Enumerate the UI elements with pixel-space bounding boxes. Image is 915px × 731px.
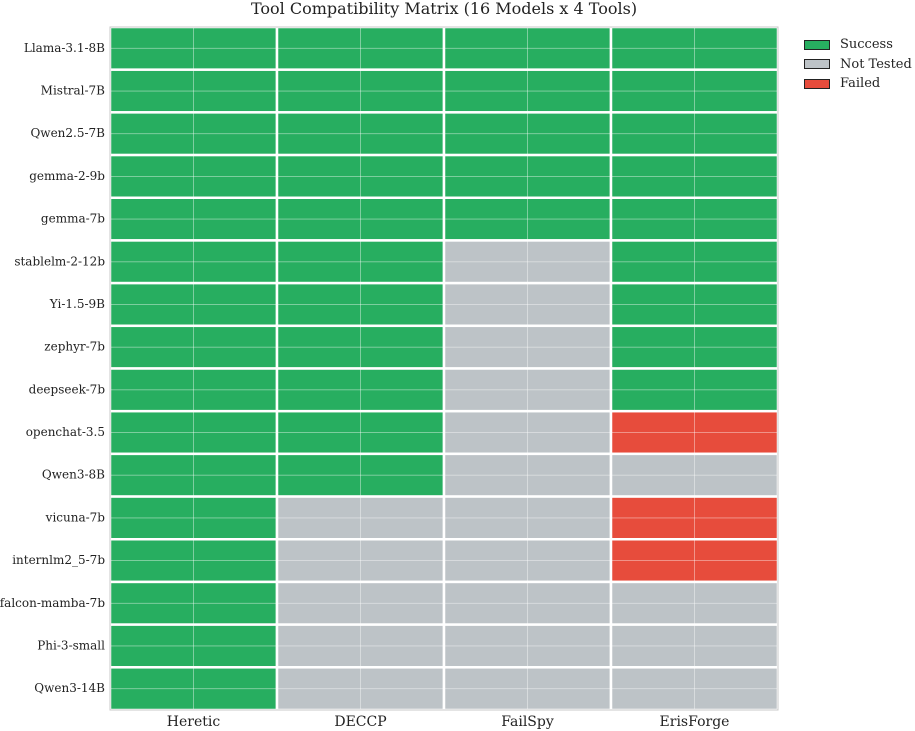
row-label-phi-3-small: Phi-3-small (37, 638, 105, 652)
cell-qwen3-14b-deccp-not-tested (275, 666, 446, 712)
legend-label: Success (840, 37, 893, 53)
cell-gemma-2-9b-heretic-success (108, 153, 279, 199)
cell-mistral-7b-failspy-success (442, 68, 613, 114)
cell-qwen3-8b-heretic-success (108, 452, 279, 498)
cell-gemma-2-9b-failspy-success (442, 153, 613, 199)
row-label-llama-3-1-8b: Llama-3.1-8B (24, 41, 105, 55)
row-label-mistral-7b: Mistral-7B (41, 84, 106, 98)
cell-qwen3-8b-failspy-not-tested (442, 452, 613, 498)
cell-deepseek-7b-deccp-success (275, 367, 446, 413)
cell-vicuna-7b-deccp-not-tested (275, 495, 446, 541)
legend-swatch (804, 39, 830, 50)
cell-phi-3-small-failspy-not-tested (442, 623, 613, 669)
legend-swatch (804, 78, 830, 89)
row-label-internlm2-5-7b: internlm2_5-7b (12, 553, 105, 567)
cell-openchat-3-5-failspy-not-tested (442, 409, 613, 456)
cell-zephyr-7b-erisforge-success (609, 324, 780, 370)
row-label-gemma-7b: gemma-7b (41, 212, 105, 226)
cell-stablelm-2-12b-erisforge-success (609, 239, 780, 285)
cell-zephyr-7b-heretic-success (108, 324, 279, 370)
cell-gemma-7b-failspy-success (442, 196, 613, 242)
row-label-openchat-3-5: openchat-3.5 (26, 425, 105, 439)
column-label-erisforge: ErisForge (660, 714, 730, 730)
cell-mistral-7b-deccp-success (275, 68, 446, 114)
legend-label: Not Tested (840, 56, 912, 72)
row-label-yi-1-5-9b: Yi-1.5-9B (49, 297, 105, 311)
cell-vicuna-7b-erisforge-failed (609, 495, 780, 541)
row-label-gemma-2-9b: gemma-2-9b (29, 169, 105, 183)
cell-qwen3-8b-deccp-success (275, 452, 446, 498)
legend-item-failed: Failed (804, 74, 912, 94)
row-label-qwen3-14b: Qwen3-14B (34, 681, 105, 695)
cell-internlm2-5-7b-deccp-not-tested (275, 538, 446, 584)
row-label-deepseek-7b: deepseek-7b (29, 382, 106, 396)
row-label-qwen2-5-7b: Qwen2.5-7B (30, 126, 105, 140)
legend-item-success: Success (804, 35, 912, 55)
cell-qwen2-5-7b-heretic-success (108, 111, 279, 157)
column-label-heretic: Heretic (167, 714, 221, 730)
legend-item-not-tested: Not Tested (804, 55, 912, 75)
column-label-deccp: DECCP (334, 714, 386, 730)
row-label-falcon-mamba-7b: falcon-mamba-7b (0, 596, 105, 610)
legend: Success Not Tested Failed (804, 35, 912, 94)
cell-falcon-mamba-7b-deccp-not-tested (275, 580, 446, 626)
chart-title: Tool Compatibility Matrix (16 Models x 4… (250, 0, 638, 18)
cell-yi-1-5-9b-heretic-success (108, 281, 279, 328)
cell-qwen3-14b-erisforge-not-tested (609, 666, 780, 712)
legend-label: Failed (840, 76, 881, 92)
cell-mistral-7b-erisforge-success (609, 68, 780, 114)
row-label-stablelm-2-12b: stablelm-2-12b (14, 254, 105, 268)
cell-yi-1-5-9b-erisforge-success (609, 281, 780, 328)
plot-frame (109, 26, 779, 711)
cell-falcon-mamba-7b-heretic-success (108, 580, 279, 626)
cell-gemma-2-9b-deccp-success (275, 153, 446, 199)
cell-qwen2-5-7b-failspy-success (442, 111, 613, 157)
cell-falcon-mamba-7b-failspy-not-tested (442, 580, 613, 626)
legend-swatch (804, 59, 830, 70)
cell-internlm2-5-7b-failspy-not-tested (442, 538, 613, 584)
cell-qwen3-14b-failspy-not-tested (442, 666, 613, 712)
column-label-failspy: FailSpy (501, 714, 554, 730)
row-label-vicuna-7b: vicuna-7b (45, 510, 106, 524)
cell-gemma-7b-deccp-success (275, 196, 446, 242)
row-label-zephyr-7b: zephyr-7b (44, 340, 105, 354)
cell-zephyr-7b-failspy-not-tested (442, 324, 613, 370)
row-label-qwen3-8b: Qwen3-8B (42, 468, 105, 482)
